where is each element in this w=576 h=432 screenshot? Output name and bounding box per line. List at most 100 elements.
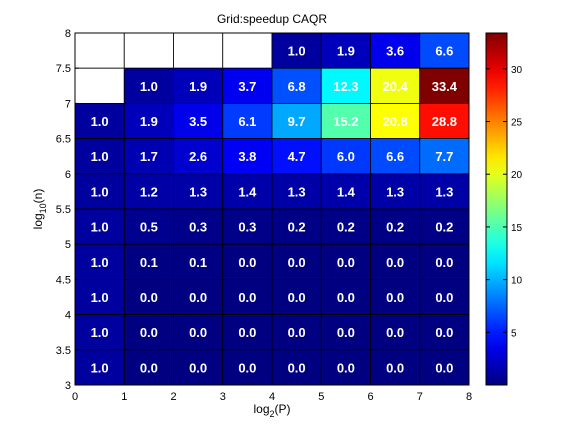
cell-value-label: 1.9 — [337, 44, 355, 59]
cell-value-label: 6.8 — [288, 79, 306, 94]
heatmap-cell — [419, 314, 470, 351]
heatmap-cell — [222, 173, 273, 210]
heatmap-cell — [173, 243, 224, 280]
heatmap-cell — [74, 32, 125, 69]
cell-value-label: 0.2 — [435, 220, 453, 235]
heatmap-cell — [123, 278, 174, 315]
cell-value-label: 0.2 — [386, 220, 404, 235]
cell-value-label: 28.8 — [432, 114, 457, 129]
cell-value-label: 1.9 — [189, 79, 207, 94]
cell-value-label: 0.0 — [435, 290, 453, 305]
cell-value-label: 0.0 — [238, 325, 256, 340]
cell-value-label: 0.0 — [189, 360, 207, 375]
colorbar-tick-label: 25 — [511, 118, 523, 129]
x-tick-label: 6 — [367, 391, 373, 403]
heatmap-cell — [271, 314, 322, 351]
colorbar-ticks: 5 10 15 20 25 30 — [486, 65, 523, 339]
heatmap-cell — [320, 103, 371, 140]
y-tick-label: 7.5 — [56, 63, 71, 75]
heatmap-cell — [320, 243, 371, 280]
cell-value-label: 1.3 — [288, 184, 306, 199]
colorbar-tick-label: 10 — [511, 276, 523, 287]
heatmap-cell — [123, 32, 174, 69]
heatmap-cell — [419, 278, 470, 315]
cell-value-label: 1.0 — [91, 220, 109, 235]
cell-value-label: 0.0 — [288, 290, 306, 305]
x-axis-label-tail: (P) — [275, 402, 291, 416]
x-axis-label-main: log — [253, 402, 269, 416]
heatmap-cell — [123, 208, 174, 245]
colorbar-tick-label: 30 — [511, 65, 523, 76]
cell-value-label: 0.0 — [435, 255, 453, 270]
cell-value-label: 0.0 — [238, 360, 256, 375]
heatmap-cells — [74, 32, 470, 386]
cell-value-label: 1.9 — [140, 114, 158, 129]
cell-value-label: 0.0 — [140, 360, 158, 375]
cell-value-label: 0.0 — [337, 360, 355, 375]
heatmap-cell — [419, 138, 470, 175]
cell-value-label: 0.0 — [386, 290, 404, 305]
heatmap-cell — [74, 67, 125, 104]
heatmap-cell — [419, 208, 470, 245]
x-tick-label: 5 — [318, 391, 324, 403]
heatmap-cell — [370, 208, 421, 245]
y-tick-label: 5.5 — [56, 204, 71, 216]
heatmap-cell — [271, 32, 322, 69]
heatmap-cell — [123, 349, 174, 386]
cell-value-label: 7.7 — [435, 149, 453, 164]
cell-value-label: 6.6 — [435, 44, 453, 59]
cell-value-label: 0.2 — [288, 220, 306, 235]
cell-value-label: 15.2 — [333, 114, 358, 129]
y-tick-label: 7 — [65, 98, 71, 110]
x-tick-label: 7 — [417, 391, 423, 403]
cell-value-label: 4.7 — [288, 149, 306, 164]
heatmap-cell — [222, 243, 273, 280]
cell-value-label: 6.0 — [337, 149, 355, 164]
heatmap-cell — [74, 173, 125, 210]
cell-value-label: 0.0 — [140, 290, 158, 305]
cell-value-label: 0.0 — [288, 255, 306, 270]
cell-value-label: 0.0 — [189, 290, 207, 305]
cell-value-label: 0.0 — [238, 290, 256, 305]
colorbar-tick-label: 20 — [511, 170, 523, 181]
heatmap-cell — [173, 32, 224, 69]
y-tick-label: 5 — [65, 239, 71, 251]
cell-value-label: 6.1 — [238, 114, 256, 129]
cell-value-label: 0.0 — [386, 360, 404, 375]
heatmap-cell — [320, 32, 371, 69]
heatmap-cell — [123, 173, 174, 210]
y-axis-ticks: 3 3.5 4 4.5 5 5.5 6 6.5 7 7.5 8 — [56, 28, 79, 392]
heatmap-cell — [271, 103, 322, 140]
x-axis-label: log2(P) — [253, 402, 290, 419]
x-tick-label: 4 — [269, 391, 275, 403]
cell-value-label: 0.2 — [337, 220, 355, 235]
heatmap-cell — [370, 349, 421, 386]
y-tick-label: 6.5 — [56, 134, 71, 146]
heatmap-cell — [173, 349, 224, 386]
heatmap-cell — [320, 138, 371, 175]
heatmap-cell — [123, 138, 174, 175]
cell-value-label: 1.0 — [91, 325, 109, 340]
heatmap-cell — [74, 208, 125, 245]
colorbar-tick-label: 5 — [511, 328, 517, 339]
heatmap-cell — [271, 208, 322, 245]
heatmap-cell — [74, 138, 125, 175]
cell-value-label: 0.0 — [189, 325, 207, 340]
heatmap-cell — [222, 138, 273, 175]
cell-value-label: 20.8 — [382, 114, 407, 129]
x-tick-label: 3 — [220, 391, 226, 403]
heatmap-cell — [271, 278, 322, 315]
colorbar — [485, 32, 508, 386]
cell-value-label: 1.3 — [189, 184, 207, 199]
cell-value-label: 1.0 — [91, 149, 109, 164]
cell-value-label: 3.7 — [238, 79, 256, 94]
cell-value-label: 0.0 — [386, 255, 404, 270]
heatmap-cell — [222, 278, 273, 315]
x-axis-ticks: 0 1 2 3 4 5 6 7 8 — [72, 381, 472, 403]
chart-title: Grid:speedup CAQR — [217, 12, 327, 26]
heatmap-cell — [74, 349, 125, 386]
y-tick-label: 6 — [65, 169, 71, 181]
heatmap-cell — [222, 32, 273, 69]
heatmap-cell — [370, 314, 421, 351]
